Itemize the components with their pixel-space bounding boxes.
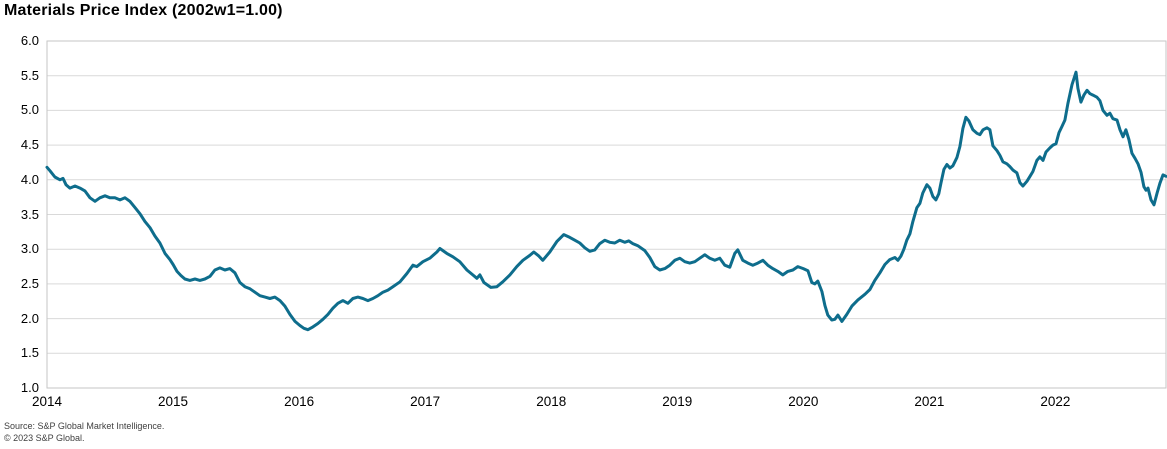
- copyright-note: © 2023 S&P Global.: [4, 433, 85, 443]
- plot-border: [46, 40, 1167, 389]
- x-axis-label: 2022: [1040, 394, 1071, 409]
- x-axis-label: 2020: [788, 394, 819, 409]
- x-axis-label: 2014: [31, 394, 63, 409]
- y-axis-label: 5.5: [20, 67, 39, 83]
- x-axis-label: 2017: [410, 394, 441, 409]
- x-axis-label: 2015: [158, 394, 189, 409]
- gridlines: [47, 75, 1166, 354]
- chart-title: Materials Price Index (2002w1=1.00): [4, 2, 283, 19]
- y-axis-label: 2.0: [20, 310, 39, 326]
- x-axis-label: 2018: [536, 394, 567, 409]
- source-note: Source: S&P Global Market Intelligence.: [4, 421, 165, 431]
- y-axis-label: 3.0: [20, 241, 39, 257]
- x-axis-label: 2016: [284, 394, 315, 409]
- y-axis-label: 5.0: [20, 102, 39, 118]
- y-axis-label: 3.5: [20, 206, 39, 222]
- y-axis-label: 1.0: [20, 380, 39, 395]
- y-axis-label: 4.5: [20, 137, 39, 153]
- price-line-series: [45, 70, 1167, 332]
- x-axis-label: 2019: [662, 394, 693, 409]
- y-axis-label: 2.5: [20, 275, 39, 291]
- y-axis-label: 6.0: [20, 33, 39, 48]
- y-axis-label: 1.5: [20, 345, 39, 361]
- y-axis-label: 4.0: [20, 171, 39, 187]
- x-axis-label: 2021: [914, 394, 945, 409]
